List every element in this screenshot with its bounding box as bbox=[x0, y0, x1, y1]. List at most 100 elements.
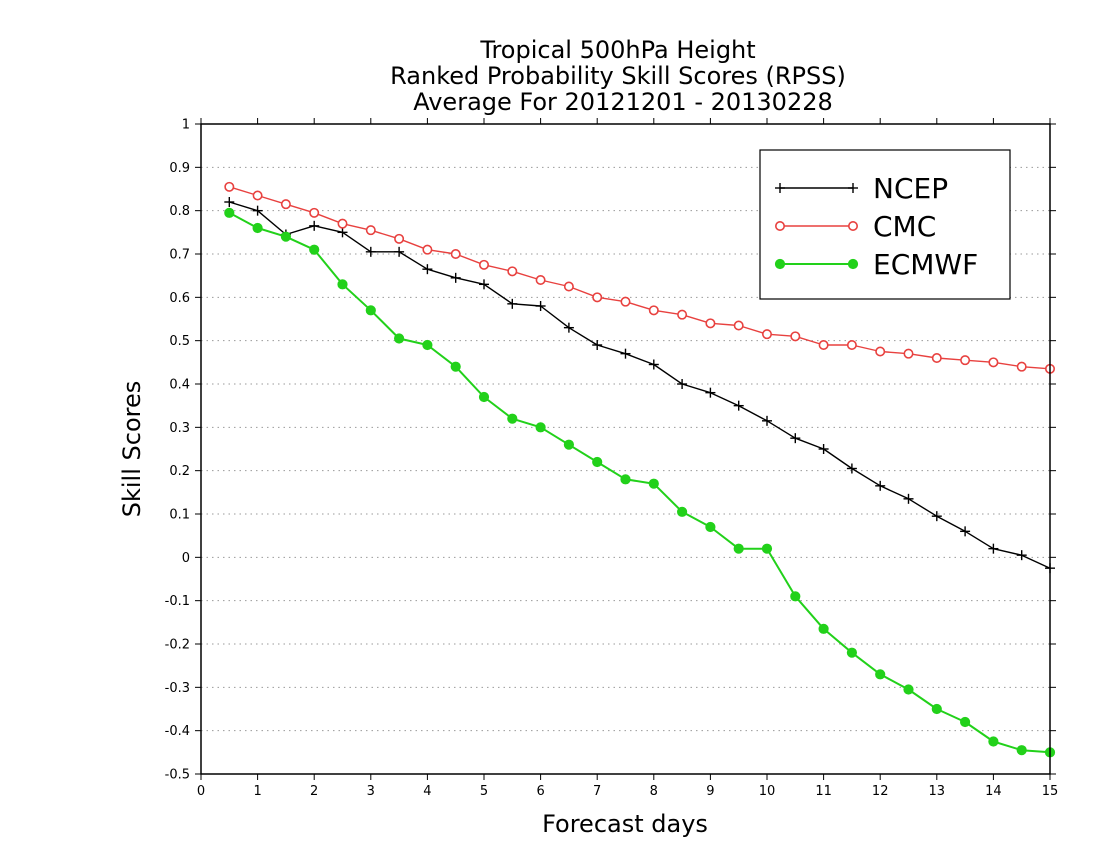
data-point-ecmwf bbox=[535, 422, 546, 433]
x-tick-label: 12 bbox=[872, 784, 889, 799]
y-tick-label: -0.5 bbox=[165, 768, 190, 783]
plot-frame bbox=[200, 123, 1051, 775]
data-point-ecmwf bbox=[818, 623, 829, 634]
x-tick-label: 13 bbox=[929, 784, 946, 799]
x-tick-label: 11 bbox=[815, 784, 832, 799]
legend-label-cmc: CMC bbox=[873, 210, 936, 243]
data-point-ncep bbox=[252, 205, 263, 216]
x-tick-label: 7 bbox=[593, 784, 601, 799]
data-point-ecmwf bbox=[677, 506, 688, 517]
data-point-cmc bbox=[252, 190, 263, 201]
y-axis-label: Skill Scores bbox=[118, 381, 146, 518]
y-tick-label: -0.1 bbox=[165, 594, 190, 609]
data-point-cmc bbox=[394, 233, 405, 244]
data-point-cmc bbox=[1016, 361, 1027, 372]
x-tick-label: 10 bbox=[759, 784, 776, 799]
data-point-ecmwf bbox=[705, 521, 716, 533]
data-point-ncep bbox=[762, 415, 772, 426]
data-point-ecmwf bbox=[478, 391, 490, 403]
series-ncep bbox=[224, 197, 1055, 574]
data-point-ncep bbox=[733, 400, 744, 411]
y-tick-label: -0.4 bbox=[165, 724, 190, 739]
data-point-cmc bbox=[846, 339, 857, 350]
data-point-ncep bbox=[394, 246, 405, 257]
data-point-ecmwf bbox=[875, 669, 886, 680]
data-point-cmc bbox=[337, 218, 348, 229]
data-point-cmc bbox=[535, 274, 546, 285]
data-point-ecmwf bbox=[252, 222, 263, 234]
data-point-ncep bbox=[846, 463, 857, 474]
data-point-ncep bbox=[790, 433, 801, 444]
title-line-1: Tropical 500hPa Height bbox=[479, 36, 755, 64]
title-line-3: Average For 20121201 - 20130228 bbox=[413, 88, 833, 116]
data-point-ncep bbox=[875, 480, 886, 491]
data-point-cmc bbox=[931, 352, 942, 363]
data-point-ncep bbox=[705, 387, 716, 398]
series-line-ecmwf bbox=[228, 211, 1051, 754]
x-tick-label: 8 bbox=[650, 784, 658, 799]
y-tick-label: 0.7 bbox=[169, 248, 190, 263]
data-point-cmc bbox=[960, 355, 971, 366]
data-point-ecmwf bbox=[960, 716, 971, 728]
legend-label-ecmwf: ECMWF bbox=[873, 248, 978, 281]
legend-marker bbox=[774, 258, 786, 270]
y-tick-label: -0.2 bbox=[165, 638, 190, 653]
y-tick-label: 0.8 bbox=[169, 204, 190, 219]
data-point-cmc bbox=[563, 281, 574, 292]
grid bbox=[201, 166, 1050, 732]
axis-ticks: -0.5 -0.4 -0.3 -0.2 -0.1 0 0.1 0.2 0.3 0.4 0.5 0.6 0… bbox=[165, 118, 1059, 800]
data-point-cmc bbox=[592, 292, 603, 303]
data-point-ncep bbox=[224, 197, 235, 207]
y-tick-label: -0.3 bbox=[165, 681, 190, 696]
title-line-2: Ranked Probability Skill Scores (RPSS) bbox=[390, 62, 846, 90]
data-point-ncep bbox=[960, 526, 971, 537]
data-point-ecmwf bbox=[761, 543, 773, 554]
x-tick-label: 14 bbox=[985, 784, 1002, 799]
data-point-ecmwf bbox=[563, 439, 575, 450]
data-point-ecmwf bbox=[337, 279, 348, 290]
data-point-ecmwf bbox=[648, 478, 659, 489]
legend: NCEP CMC ECMWF bbox=[759, 149, 1011, 300]
data-point-cmc bbox=[677, 309, 688, 320]
data-point-ncep bbox=[818, 444, 829, 454]
y-tick-label: 0.3 bbox=[169, 421, 190, 436]
series-ecmwf bbox=[224, 207, 1056, 758]
data-point-ecmwf bbox=[790, 591, 801, 602]
data-point-ecmwf bbox=[931, 703, 942, 715]
legend-label-ncep: NCEP bbox=[873, 172, 948, 205]
data-point-ncep bbox=[422, 264, 433, 275]
data-point-ecmwf bbox=[450, 361, 461, 372]
data-point-cmc bbox=[790, 331, 801, 342]
data-point-cmc bbox=[309, 207, 320, 218]
legend-marker bbox=[847, 258, 859, 270]
data-point-cmc bbox=[478, 259, 489, 270]
data-point-cmc bbox=[224, 181, 235, 192]
data-point-cmc bbox=[818, 339, 829, 350]
x-tick-label: 9 bbox=[706, 784, 714, 799]
data-point-ncep bbox=[365, 246, 376, 257]
y-tick-label: 0.6 bbox=[169, 291, 190, 306]
data-point-cmc bbox=[988, 357, 999, 368]
data-point-ncep bbox=[450, 272, 461, 283]
data-point-ecmwf bbox=[394, 333, 405, 344]
data-point-cmc bbox=[507, 266, 518, 277]
data-point-ncep bbox=[309, 220, 320, 231]
legend-item-cmc: CMC bbox=[774, 210, 936, 243]
series-cmc bbox=[224, 181, 1056, 374]
data-point-cmc bbox=[648, 305, 659, 316]
y-tick-label: 0 bbox=[182, 551, 190, 566]
legend-box bbox=[759, 149, 1011, 300]
data-point-ecmwf bbox=[309, 244, 320, 255]
data-point-ecmwf bbox=[280, 231, 291, 242]
data-point-ncep bbox=[903, 493, 914, 504]
data-point-cmc bbox=[705, 318, 716, 329]
data-point-ecmwf bbox=[846, 647, 858, 658]
y-tick-label: 0.9 bbox=[169, 161, 190, 176]
data-point-ncep bbox=[507, 298, 518, 309]
y-tick-label: 0.1 bbox=[169, 508, 190, 523]
data-point-ncep bbox=[648, 359, 659, 370]
data-point-ecmwf bbox=[507, 413, 518, 424]
data-point-ncep bbox=[931, 511, 942, 522]
data-point-ecmwf bbox=[422, 339, 433, 351]
